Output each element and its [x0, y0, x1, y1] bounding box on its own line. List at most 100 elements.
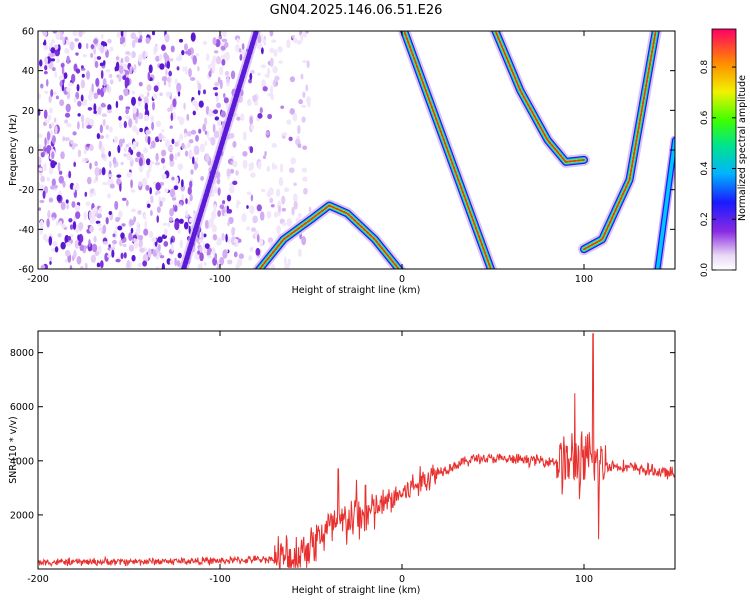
- spectral-trace-core: [403, 31, 492, 269]
- noise-speck: [102, 241, 109, 245]
- noise-speck: [297, 213, 302, 218]
- noise-speck: [117, 144, 121, 154]
- noise-speck: [226, 168, 231, 178]
- noise-speck: [215, 95, 219, 103]
- colorbar-tick-label: 0.6: [700, 110, 710, 125]
- noise-speck: [229, 168, 235, 174]
- noise-speck: [100, 33, 104, 39]
- noise-speck: [111, 249, 115, 258]
- noise-speck: [43, 109, 48, 119]
- noise-speck: [297, 143, 302, 148]
- noise-speck: [128, 232, 133, 241]
- noise-speck: [125, 115, 131, 120]
- noise-speck: [168, 216, 174, 222]
- spectral-trace-core: [583, 31, 657, 251]
- noise-speck: [280, 105, 285, 109]
- noise-speck: [155, 55, 160, 62]
- y-tick-label: 0: [28, 146, 34, 157]
- noise-speck: [192, 110, 196, 116]
- noise-speck: [186, 113, 190, 121]
- noise-speck: [277, 205, 282, 213]
- noise-speck: [188, 139, 194, 144]
- noise-speck: [169, 58, 174, 62]
- noise-speck: [132, 141, 137, 151]
- noise-speck: [66, 123, 72, 128]
- noise-speck: [99, 62, 104, 67]
- noise-speck: [52, 217, 56, 221]
- noise-speck: [137, 31, 142, 36]
- noise-speck: [217, 187, 221, 196]
- noise-speck: [236, 200, 241, 205]
- noise-speck: [74, 38, 79, 42]
- noise-speck: [66, 87, 71, 93]
- noise-speck: [197, 66, 200, 72]
- noise-speck: [265, 131, 270, 135]
- noise-speck: [69, 224, 74, 230]
- noise-speck: [158, 132, 163, 141]
- noise-speck: [104, 252, 109, 262]
- noise-speck: [46, 131, 51, 141]
- noise-speck: [273, 211, 279, 218]
- noise-speck: [152, 93, 158, 100]
- noise-speck: [96, 132, 101, 140]
- noise-speck: [94, 167, 100, 177]
- noise-speck: [130, 179, 133, 189]
- noise-speck: [303, 187, 308, 195]
- noise-speck: [52, 241, 58, 247]
- noise-speck: [266, 70, 270, 79]
- noise-speck: [159, 63, 165, 70]
- noise-speck: [202, 89, 207, 95]
- noise-speck: [250, 69, 255, 75]
- noise-speck: [75, 91, 80, 100]
- noise-speck: [108, 126, 113, 133]
- noise-speck: [297, 248, 302, 257]
- noise-speck: [179, 201, 183, 205]
- noise-speck: [130, 208, 137, 213]
- noise-speck: [136, 141, 139, 148]
- noise-speck: [129, 219, 135, 226]
- noise-speck: [170, 45, 175, 53]
- noise-speck: [98, 135, 105, 139]
- noise-speck: [145, 184, 150, 191]
- noise-speck: [61, 224, 66, 228]
- noise-speck: [93, 47, 96, 55]
- noise-speck: [153, 85, 159, 93]
- noise-speck: [133, 63, 137, 71]
- noise-speck: [275, 188, 281, 197]
- noise-speck: [189, 193, 193, 202]
- noise-speck: [60, 62, 65, 68]
- noise-speck: [162, 222, 167, 227]
- noise-speck: [143, 96, 149, 106]
- noise-speck: [211, 224, 217, 233]
- noise-speck: [281, 132, 288, 136]
- noise-speck: [131, 96, 136, 106]
- noise-speck: [99, 124, 103, 134]
- noise-speck: [94, 160, 98, 167]
- noise-speck: [289, 76, 296, 83]
- noise-speck: [156, 206, 161, 214]
- noise-speck: [126, 171, 132, 178]
- noise-speck: [232, 180, 238, 186]
- noise-speck: [224, 70, 230, 76]
- noise-speck: [114, 200, 119, 210]
- noise-speck: [48, 197, 54, 203]
- noise-speck: [96, 213, 102, 219]
- noise-speck: [161, 44, 166, 51]
- noise-speck: [140, 95, 145, 99]
- noise-speck: [80, 65, 84, 69]
- noise-speck: [44, 56, 49, 65]
- noise-speck: [221, 38, 228, 43]
- noise-speck: [100, 69, 104, 79]
- noise-speck: [50, 58, 56, 62]
- noise-speck: [65, 103, 71, 113]
- noise-speck: [133, 237, 136, 243]
- noise-speck: [222, 249, 228, 259]
- noise-speck: [212, 64, 216, 74]
- noise-speck: [146, 91, 150, 98]
- noise-speck: [302, 31, 307, 38]
- noise-speck: [177, 252, 182, 259]
- noise-speck: [57, 233, 62, 238]
- noise-speck: [91, 207, 96, 218]
- noise-speck: [189, 180, 193, 189]
- noise-speck: [56, 58, 60, 64]
